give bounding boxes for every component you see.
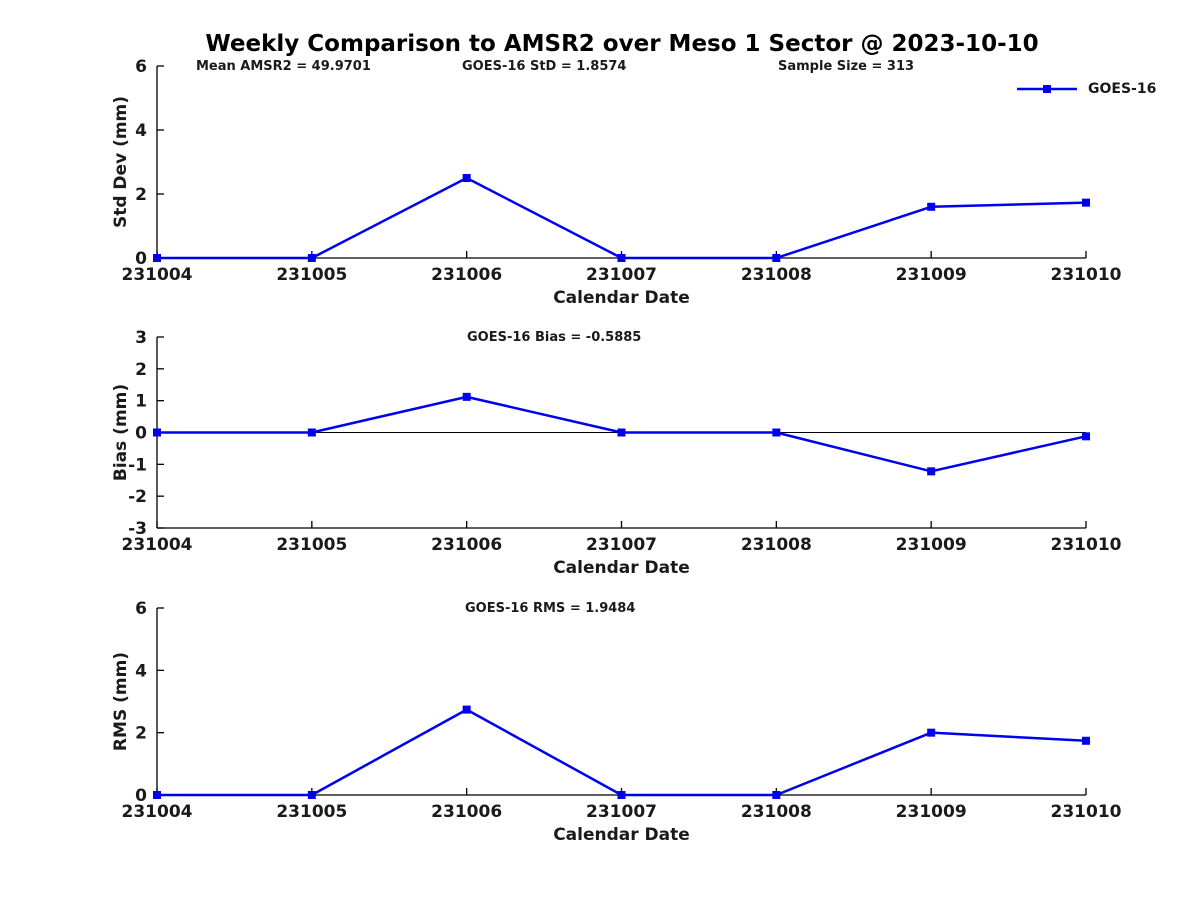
data-point-marker [307, 428, 316, 437]
data-point-marker [772, 791, 781, 799]
x-axis-label: Calendar Date [553, 288, 690, 308]
x-axis-label: Calendar Date [553, 558, 690, 578]
annotation: GOES-16 StD = 1.8574 [462, 59, 626, 74]
data-point-marker [462, 705, 471, 714]
y-axis-label: Bias (mm) [111, 384, 131, 481]
x-tick-label: 231009 [896, 535, 967, 555]
y-tick-label: 1 [135, 392, 147, 412]
y-tick-label: 4 [135, 121, 147, 141]
y-tick-label: 3 [135, 328, 147, 348]
legend-goes16: GOES-16 [1015, 80, 1156, 98]
data-point-marker [307, 254, 316, 262]
series-line [157, 176, 1087, 260]
x-tick-label: 231008 [741, 802, 812, 822]
annotation: GOES-16 RMS = 1.9484 [465, 601, 635, 616]
x-tick-label: 231009 [896, 802, 967, 822]
data-point-marker [1082, 736, 1090, 745]
x-tick-label: 231005 [276, 265, 347, 285]
annotation: GOES-16 Bias = -0.5885 [467, 330, 641, 345]
y-axis-label: Std Dev (mm) [111, 96, 131, 228]
data-point-marker [927, 728, 936, 737]
y-tick-label: 2 [135, 185, 147, 205]
x-tick-label: 231006 [431, 265, 502, 285]
y-tick-label: -2 [128, 487, 147, 507]
figure-title: Weekly Comparison to AMSR2 over Meso 1 S… [205, 31, 1039, 57]
data-point-marker [772, 254, 781, 262]
x-tick-label: 231004 [122, 265, 193, 285]
x-tick-label: 231006 [431, 802, 502, 822]
data-point-marker [927, 202, 936, 211]
x-tick-label: 231010 [1051, 802, 1122, 822]
data-point-marker [1082, 198, 1090, 207]
data-point-marker [772, 428, 781, 437]
x-tick-label: 231010 [1051, 265, 1122, 285]
y-tick-label: 6 [135, 599, 147, 619]
data-point-marker [153, 254, 161, 262]
y-tick-label: 2 [135, 724, 147, 744]
y-tick-label: 0 [135, 249, 147, 269]
x-tick-label: 231007 [586, 535, 657, 555]
x-axis-label: Calendar Date [553, 825, 690, 845]
data-point-marker [153, 428, 161, 437]
x-tick-label: 231009 [896, 265, 967, 285]
x-tick-label: 231010 [1051, 535, 1122, 555]
x-tick-label: 231005 [276, 802, 347, 822]
y-tick-label: 0 [135, 424, 147, 444]
annotation: Mean AMSR2 = 49.9701 [196, 59, 371, 74]
y-tick-label: 4 [135, 661, 147, 681]
y-tick-label: 2 [135, 360, 147, 380]
x-tick-label: 231007 [586, 802, 657, 822]
data-point-marker [617, 428, 626, 437]
legend-label: GOES-16 [1088, 81, 1157, 97]
data-point-marker [617, 791, 626, 799]
data-point-marker [1082, 432, 1090, 441]
data-point-marker [462, 174, 471, 182]
x-tick-label: 231004 [122, 535, 193, 555]
legend-line-marker-icon [1017, 85, 1077, 93]
series-line [157, 708, 1087, 797]
y-tick-label: -3 [128, 519, 147, 539]
x-tick-label: 231006 [431, 535, 502, 555]
x-tick-label: 231005 [276, 535, 347, 555]
y-tick-label: 0 [135, 786, 147, 806]
y-tick-label: -1 [128, 455, 147, 475]
data-point-marker [462, 392, 471, 401]
annotation: Sample Size = 313 [778, 59, 914, 74]
x-tick-label: 231008 [741, 265, 812, 285]
data-point-marker [927, 467, 936, 476]
y-tick-label: 6 [135, 57, 147, 77]
x-tick-label: 231007 [586, 265, 657, 285]
x-tick-label: 231008 [741, 535, 812, 555]
y-axis-label: RMS (mm) [111, 652, 131, 751]
data-point-marker [617, 254, 626, 262]
data-point-marker [153, 791, 161, 799]
data-point-marker [307, 791, 316, 799]
x-tick-label: 231004 [122, 802, 193, 822]
